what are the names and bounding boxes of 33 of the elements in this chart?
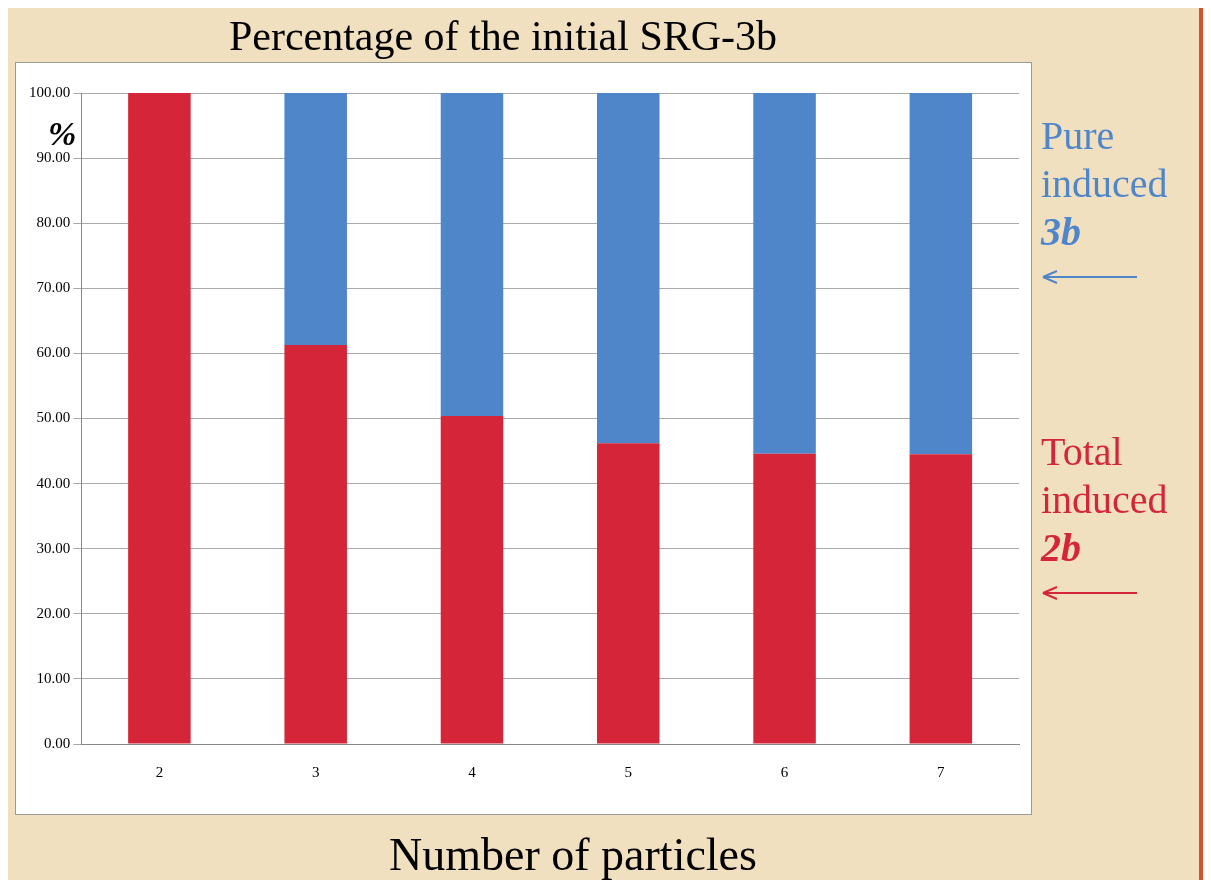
bar: [597, 93, 660, 444]
chart-title: Percentage of the initial SRG-3b: [227, 12, 779, 60]
y-tick-label: 40.00: [36, 474, 71, 491]
x-tick-label: 3: [311, 763, 320, 780]
y-tick-label: 20.00: [36, 604, 71, 621]
y-tick-label: 0.00: [44, 734, 71, 751]
bar: [909, 93, 973, 455]
y-tick-label: 80.00: [36, 214, 71, 231]
bar: [753, 93, 816, 454]
bar: [284, 344, 347, 744]
y-tick-label: 30.00: [36, 539, 71, 556]
y-tick-label: 90.00: [36, 149, 71, 166]
bar: [284, 93, 347, 345]
bar: [753, 453, 816, 744]
series-label: Pure induced 3b: [1041, 112, 1168, 256]
bar: [440, 415, 504, 744]
x-tick-label: 7: [937, 763, 946, 780]
x-tick-label: 5: [624, 763, 633, 780]
bar: [909, 454, 973, 744]
x-tick-label: 6: [780, 763, 789, 780]
y-tick-label: 70.00: [36, 279, 71, 296]
bar: [597, 443, 660, 744]
x-tick-label: 4: [468, 763, 477, 780]
x-axis-title: Number of particles: [388, 828, 758, 880]
bar: [128, 93, 191, 744]
y-tick-label: 50.00: [36, 409, 71, 426]
series-label: Total induced 2b: [1041, 428, 1168, 572]
y-axis-title: %: [48, 115, 77, 152]
x-tick-label: 2: [155, 763, 164, 780]
y-tick-label: 60.00: [36, 344, 71, 361]
y-tick-label: 100.00: [29, 83, 71, 100]
bar: [440, 93, 504, 416]
y-tick-label: 10.00: [36, 669, 71, 686]
